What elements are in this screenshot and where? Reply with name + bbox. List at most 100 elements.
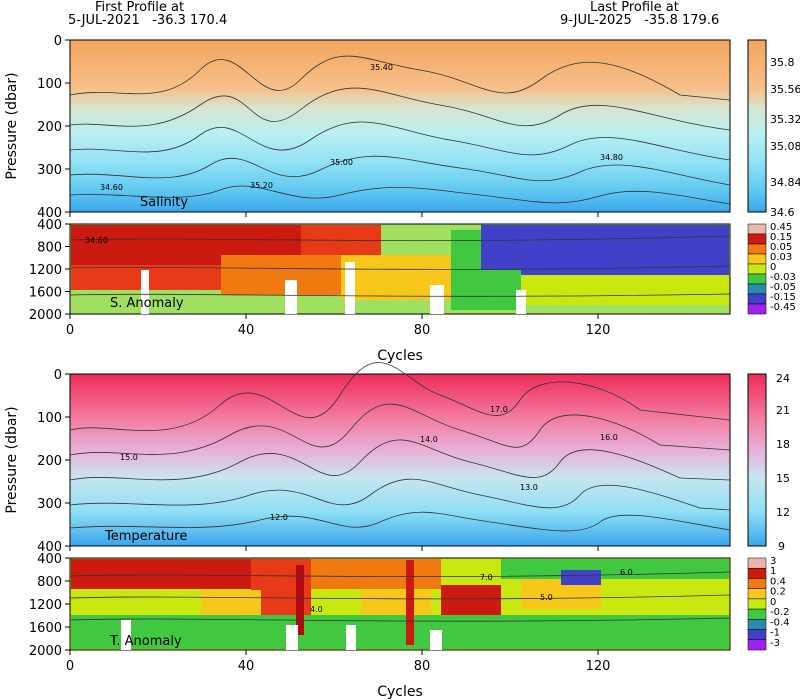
temperature-x-ticks [69,546,599,551]
temperature-colorbar-scale [747,373,767,547]
temperature-anomaly-x-tick-label: 0 [66,659,74,674]
salinity-contour-label: 34.80 [600,153,623,162]
salinity-contour-line [69,55,731,101]
temperature-panel-label: Temperature [104,529,187,544]
salinity-anomaly-colorbar-band [747,263,767,275]
temperature-anomaly-region [311,559,441,589]
salinity-panel-label: Salinity [140,195,188,210]
salinity-anomaly-x-axis: 0 40 80 120 [66,314,611,338]
salinity-anomaly-y-tick-label: 400 [37,218,62,233]
salinity-anomaly-colorbar-label: 0.15 [770,232,792,243]
last-profile-info: 9-JUL-2025 -35.8 179.6 [560,13,719,28]
temperature-anomaly-x-tick-label: 80 [414,659,431,674]
first-profile-label: First Profile at [95,0,185,15]
salinity-anomaly-panel-label: S. Anomaly [110,296,184,311]
salinity-anomaly-y-tick-label: 800 [37,241,62,256]
salinity-anomaly-gap [141,270,149,314]
temperature-anomaly-colorbar-label: -3 [770,638,780,649]
salinity-contour-label: 35.00 [330,158,353,167]
temperature-anomaly-region [441,585,501,615]
salinity-colorbar-label: 34.84 [770,176,800,189]
temperature-anomaly-colorbar-band [747,567,767,579]
salinity-anomaly-y-tick-label: 1200 [29,263,62,278]
temperature-anomaly-y-tick-label: 800 [37,575,62,590]
last-profile-date: 9-JUL-2025 [560,13,632,28]
salinity-anomaly-x-tick-label: 120 [586,323,611,338]
temperature-contour-label: 12.0 [270,513,288,522]
last-profile-label: Last Profile at [590,0,679,15]
salinity-anomaly-gap [285,280,297,314]
salinity-anomaly-contour-line [69,293,731,297]
salinity-anomaly-region [481,225,729,275]
temperature-anomaly-colorbar-band [747,629,767,641]
salinity-anomaly-colorbar-band [747,303,767,315]
salinity-panel: 35.40 35.20 35.00 34.80 34.60 Salinity P… [4,34,800,221]
temperature-anomaly-contour-line [69,594,731,600]
temperature-contour-line [69,478,731,511]
temperature-anomaly-colorbar-label: 1 [770,566,776,577]
salinity-anomaly-contours [69,235,731,297]
temperature-anomaly-gap [430,630,442,650]
temperature-anomaly-x-tick-label: 40 [238,659,255,674]
first-profile-date: 5-JUL-2021 [68,13,140,28]
salinity-anomaly-y-tick-label: 2000 [29,308,62,323]
temperature-anomaly-x-axis: 0 40 80 120 [66,650,610,674]
salinity-anomaly-gap [516,290,526,314]
salinity-anomaly-contour-line [69,235,731,242]
temperature-y-tick-label: 100 [37,411,62,426]
salinity-y-tick-label: 0 [54,34,62,49]
temperature-y-tick-label: 300 [37,497,62,512]
salinity-y-tick-label: 200 [37,120,62,135]
temperature-anomaly-y-tick-label: 2000 [29,644,62,659]
salinity-anomaly-colorbar-label: -0.03 [770,272,796,283]
temperature-y-axis-label: Pressure (dbar) [4,406,20,513]
temperature-anomaly-colorbar-label: 0.2 [770,587,786,598]
salinity-y-axis-label: Pressure (dbar) [4,72,20,179]
temperature-contour-line [69,439,731,481]
temperature-plot-area [69,373,731,547]
temperature-anomaly-colorbar-band [747,578,767,589]
salinity-anomaly-contour-line [69,265,731,270]
temperature-contour-line [69,403,731,456]
temperature-anomaly-gap [286,625,298,650]
temperature-anomaly-contour-label: 5.0 [540,593,553,602]
temperature-anomaly-colorbar-band [747,619,767,630]
temperature-y-tick-label: 200 [37,454,62,469]
salinity-contour-line [69,121,731,161]
temperature-anomaly-region [406,560,414,645]
salinity-x-ticks [69,212,599,217]
salinity-anomaly-colorbar-label: 0.03 [770,252,792,263]
salinity-y-tick-label: 300 [37,163,62,178]
temperature-anomaly-y-tick-label: 400 [37,552,62,567]
salinity-anomaly-region [521,275,729,305]
temperature-anomaly-gap [121,620,131,650]
temperature-anomaly-contour-label: 4.0 [310,605,323,614]
salinity-y-tick-label: 400 [37,206,62,221]
temperature-contours [69,362,731,532]
salinity-anomaly-colorbar-label: 0 [770,262,776,273]
salinity-colorbar-label: 35.08 [770,140,800,153]
salinity-contour-label: 35.40 [370,63,393,72]
temperature-anomaly-colorbar-label: 0 [770,597,776,608]
salinity-y-tick-label: 100 [37,77,62,92]
temperature-anomaly-contour-line [69,617,731,622]
temperature-anomaly-colorbar-label: -1 [770,628,780,639]
temperature-anomaly-colorbar-label: 3 [770,556,776,567]
temperature-anomaly-y-axis: 400 800 1200 1600 2000 [29,552,70,659]
salinity-anomaly-colorbar-band [747,223,767,235]
temperature-anomaly-colorbar-band [747,598,767,610]
first-profile-info: 5-JUL-2021 -36.3 170.4 [68,13,227,28]
temperature-colorbar-label: 15 [776,472,790,485]
salinity-anomaly-colorbar-band [747,273,767,285]
temperature-anomaly-region [71,559,251,589]
temperature-anomaly-y-tick-label: 1200 [29,598,62,613]
salinity-colorbar-label: 35.32 [770,113,800,126]
salinity-contour-label: 34.60 [100,183,123,192]
salinity-anomaly-contour-label: 34.60 [85,236,108,245]
temperature-anomaly-contour-label: 7.0 [480,573,493,582]
temperature-anomaly-panel-label: T. Anomaly [109,634,182,649]
salinity-contour-label: 35.20 [250,181,273,190]
temperature-anomaly-colorbar-label: -0.2 [770,607,790,618]
salinity-contours [69,55,731,205]
